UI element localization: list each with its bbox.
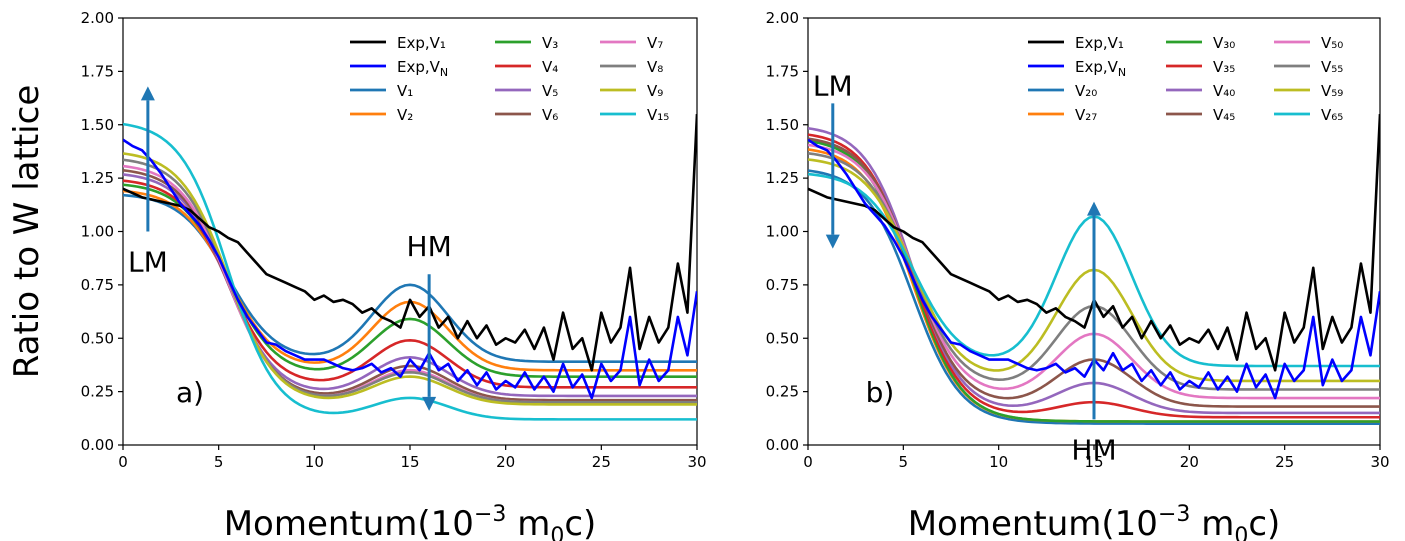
legend-label: V₅₅ (1321, 58, 1343, 76)
y-tick-label: 0.00 (766, 436, 799, 454)
legend-label: Exp,VN (397, 58, 448, 79)
panel-label: b) (866, 376, 895, 409)
x-tick-label: 5 (899, 453, 909, 471)
y-tick-label: 0.25 (81, 383, 114, 401)
legend-label: Exp,V₁ (1075, 34, 1124, 52)
legend-label: V₄ (542, 58, 558, 76)
legend-label: Exp,V₁ (397, 34, 446, 52)
y-tick-label: 1.25 (766, 169, 799, 187)
x-tick-label: 20 (496, 453, 515, 471)
annotation-label: LM (813, 69, 853, 102)
series-line (808, 169, 1380, 425)
x-axis-label: Momentum(10−3 m0c) (908, 502, 1281, 541)
y-tick-label: 1.75 (766, 62, 799, 80)
panel-a: 0 5 10 15 20 25 30 0.00 0.25 0.50 0.75 1.00 1.25 1.50… (7, 9, 707, 541)
legend-label: V₃ (542, 34, 558, 52)
x-tick-label: 15 (400, 453, 419, 471)
legend-label: V₆ (542, 106, 558, 124)
x-axis-label: Momentum(10−3 m0c) (224, 502, 597, 541)
arrow-head (825, 234, 840, 249)
y-tick-label: 0.50 (766, 329, 799, 347)
legend-label: V₆₅ (1321, 106, 1343, 124)
legend-label: V₇ (647, 34, 663, 52)
y-tick-label: 2.00 (81, 9, 114, 27)
legend: Exp,V₁ Exp,VN V₂₀ V₂₇ V₃₀ V₃₅ V₄₀ V₄₅ V₅₀ V₅₅ V₅₉ V… (1028, 34, 1343, 124)
x-tick-label: 10 (305, 453, 324, 471)
y-tick-label: 1.00 (81, 223, 114, 241)
y-axis-label: Ratio to W lattice (7, 85, 47, 378)
legend-label: V₂ (397, 106, 413, 124)
legend-label: V₄₅ (1213, 106, 1235, 124)
series-line (123, 122, 697, 421)
y-tick-label: 1.75 (81, 62, 114, 80)
x-tick-label: 0 (118, 453, 128, 471)
y-tick-label: 1.50 (81, 116, 114, 134)
y-tick-label: 0.50 (81, 329, 114, 347)
legend-label: V₅₀ (1321, 34, 1343, 52)
legend-label: V₃₀ (1213, 34, 1235, 52)
y-tick-label: 0.75 (81, 276, 114, 294)
annotation-label: HM (407, 230, 452, 263)
x-tick-label: 25 (592, 453, 611, 471)
arrow-head (422, 396, 437, 411)
annotation-label: HM (1071, 433, 1116, 466)
legend-label: V₈ (647, 58, 663, 76)
annotation-label: LM (128, 246, 168, 279)
y-tick-label: 0.75 (766, 276, 799, 294)
arrow-head (1087, 201, 1101, 216)
panel-b: 0 5 10 15 20 25 30 0.00 0.25 0.50 0.75 1.00 1.25 1.50… (766, 9, 1390, 541)
series-line (123, 138, 697, 400)
legend-label: V₅ (542, 82, 558, 100)
x-tick-label: 10 (989, 453, 1008, 471)
legend-label: V₁ (397, 82, 413, 100)
legend-label: Exp,VN (1075, 58, 1126, 79)
legend-label: V₂₀ (1075, 82, 1097, 100)
legend-label: V₉ (647, 82, 663, 100)
series-line (123, 193, 697, 364)
legend: Exp,V₁ Exp,VN V₁ V₂ V₃ V₄ V₅ V₆ V₇ V₈ V₉ V₁₅ (350, 34, 669, 124)
x-tick-label: 20 (1180, 453, 1199, 471)
y-tick-label: 1.00 (766, 223, 799, 241)
legend-label: V₁₅ (647, 106, 669, 124)
x-tick-label: 30 (687, 453, 706, 471)
series-line (123, 152, 697, 406)
x-tick-label: 5 (214, 453, 224, 471)
x-tick-label: 0 (803, 453, 813, 471)
y-tick-label: 0.00 (81, 436, 114, 454)
y-tick-label: 2.00 (766, 9, 799, 27)
y-tick-label: 1.25 (81, 169, 114, 187)
y-tick-label: 1.50 (766, 116, 799, 134)
legend-label: V₄₀ (1213, 82, 1235, 100)
x-tick-label: 30 (1370, 453, 1389, 471)
y-tick-label: 0.25 (766, 383, 799, 401)
legend-label: V₃₅ (1213, 58, 1235, 76)
panel-label: a) (176, 376, 204, 409)
series-group (123, 114, 697, 421)
arrow-head (140, 86, 155, 101)
x-tick-label: 25 (1275, 453, 1294, 471)
x-tick-label: 15 (1084, 453, 1103, 471)
legend-label: V₂₇ (1075, 106, 1097, 124)
series-line (123, 114, 697, 372)
legend-label: V₅₉ (1321, 82, 1343, 100)
